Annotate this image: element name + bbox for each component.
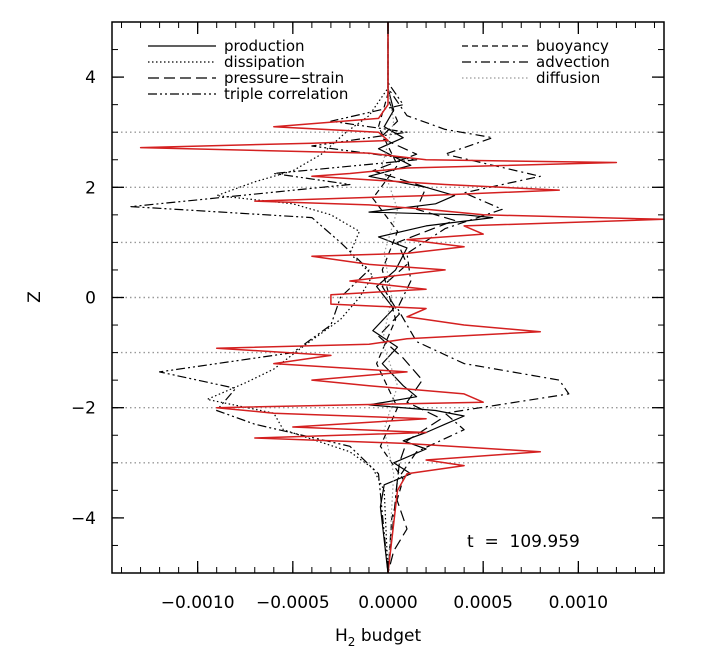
series-layer: [130, 22, 665, 574]
series-red-profile: [139, 22, 665, 574]
legend-label-pressure-strain: pressure−strain: [224, 69, 344, 87]
legend-label-advection: advection: [536, 53, 610, 71]
x-tick-label: 0.0005: [453, 593, 512, 613]
y-tick-label: 2: [85, 178, 96, 198]
series-dissipation: [206, 22, 389, 574]
reference-lines: [112, 131, 664, 464]
series-buoyancy: [372, 22, 404, 574]
legend-label-diffusion: diffusion: [536, 69, 600, 87]
x-tick-label: −0.0010: [161, 593, 235, 613]
legend-label-production: production: [224, 37, 305, 55]
time-annotation: t = 109.959: [467, 532, 580, 552]
series-diffusion: [381, 22, 399, 574]
x-axis-title: H2 budget: [335, 626, 421, 649]
x-tick-label: −0.0005: [256, 593, 330, 613]
x-tick-label: 0.0000: [358, 593, 417, 613]
series-production: [368, 22, 494, 574]
x-tick-label: 0.0010: [549, 593, 608, 613]
legend: productiondissipationpressure−straintrip…: [148, 37, 610, 103]
y-tick-label: 0: [85, 289, 96, 309]
x-axis-title-rest: budget: [355, 626, 421, 646]
legend-label-buoyancy: buoyancy: [536, 37, 609, 55]
x-axis-title-subscript: 2: [348, 635, 356, 649]
y-tick-label: 4: [85, 68, 96, 88]
x-axis-title-main: H: [335, 626, 348, 646]
axes: −0.0010 −0.0005 0.0000 0.0005 0.0010 −4 −2 0 2 4: [71, 21, 664, 613]
y-tick-label: −4: [71, 509, 96, 529]
y-tick-label: −2: [71, 399, 96, 419]
legend-label-triple-correlation: triple correlation: [224, 85, 348, 103]
y-axis-title: Z: [25, 291, 45, 303]
legend-label-dissipation: dissipation: [224, 53, 305, 71]
